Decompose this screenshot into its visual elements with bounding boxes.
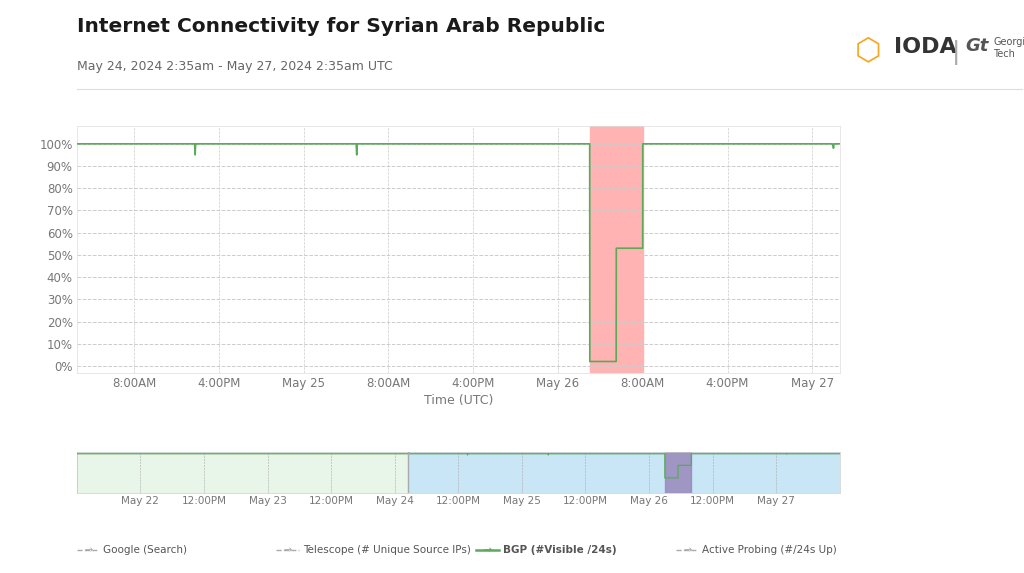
Text: Telescope (# Unique Source IPs): Telescope (# Unique Source IPs) <box>303 545 471 555</box>
Text: →: → <box>483 545 492 555</box>
Bar <box>590 126 643 372</box>
Text: Georgia
Tech: Georgia Tech <box>993 37 1024 59</box>
Text: Active Probing (#/24s Up): Active Probing (#/24s Up) <box>702 545 838 555</box>
Text: →: → <box>284 545 292 555</box>
Text: BGP (#Visible /24s): BGP (#Visible /24s) <box>503 545 616 555</box>
Bar <box>665 452 691 493</box>
Text: →: → <box>683 545 691 555</box>
Text: Internet Connectivity for Syrian Arab Republic: Internet Connectivity for Syrian Arab Re… <box>77 17 605 36</box>
Text: Google (Search): Google (Search) <box>103 545 187 555</box>
Text: →: → <box>84 545 92 555</box>
Text: ⬡: ⬡ <box>855 37 882 66</box>
Text: IODA: IODA <box>894 37 956 57</box>
Text: Gt: Gt <box>966 37 989 55</box>
Bar <box>77 452 409 493</box>
X-axis label: Time (UTC): Time (UTC) <box>424 394 493 407</box>
Text: |: | <box>952 40 961 65</box>
Bar <box>409 452 840 493</box>
Text: May 24, 2024 2:35am - May 27, 2024 2:35am UTC: May 24, 2024 2:35am - May 27, 2024 2:35a… <box>77 60 392 73</box>
